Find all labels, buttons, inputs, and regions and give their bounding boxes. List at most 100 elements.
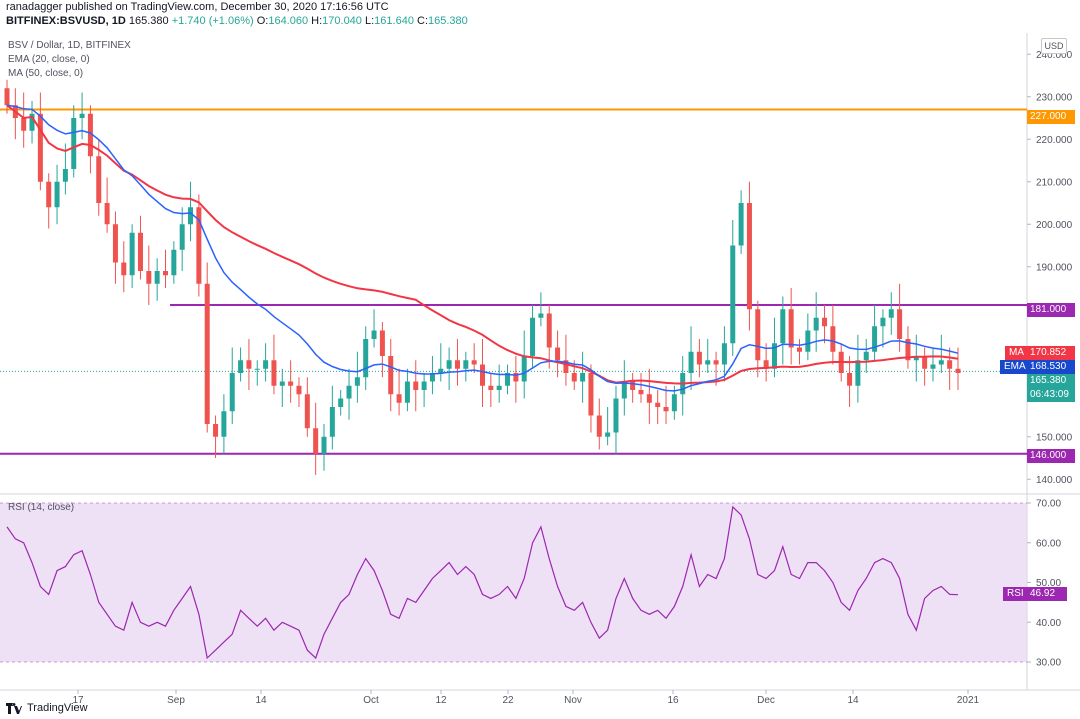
currency-button[interactable]: USD [1041,38,1067,54]
candle-body [571,373,577,382]
candle-body [922,356,928,369]
candle-body [429,373,435,382]
candle-body [354,377,360,386]
price-tick-label: 140.000 [1036,475,1073,486]
rsi-tag-label: RSI [1003,587,1028,601]
price-tick-label: 240.000 [1036,50,1073,61]
candle-body [71,118,77,169]
high-label: H: [311,15,323,27]
candle-body [488,385,494,390]
candle-body [555,347,561,361]
candle-body [705,360,711,365]
candle-body [646,394,652,403]
candle-body [163,271,168,276]
candle-body [513,373,519,382]
rsi-tick-label: 30.00 [1036,658,1061,669]
price-tick-label: 190.000 [1036,262,1073,273]
time-tick-label: 12 [435,695,447,706]
candle-body [521,356,527,382]
candle-body [413,381,419,390]
candle-body [605,432,611,437]
rsi-band [0,503,1027,662]
candle-body [171,249,177,276]
candle-body [146,271,152,284]
candle-body [404,381,410,403]
candle-body [371,330,377,339]
candle-body [96,156,102,203]
time-tick-label: Sep [167,695,185,706]
candle-body [421,381,427,390]
candle-body [947,360,953,369]
low-value: 161.640 [374,15,414,27]
candle-body [346,385,352,399]
candle-body [530,317,536,356]
candle-body [638,390,644,395]
candle-body [746,203,752,310]
candle-body [730,245,736,344]
candle-body [87,113,93,157]
symbol-label[interactable]: BITFINEX:BSVUSD, 1D [6,15,126,27]
candle-body [37,113,43,182]
candle-body [580,373,586,382]
candle-body [29,113,35,131]
rsi-tick-label: 60.00 [1036,538,1061,549]
price-tick-label: 220.000 [1036,135,1073,146]
candle-body [379,330,385,356]
candle-body [121,262,127,276]
candle-body [913,356,919,361]
candle-body [788,309,794,348]
close-label: C: [417,15,428,27]
candle-body [930,364,936,369]
rsi-tick-label: 70.00 [1036,499,1061,510]
brand-label: TradingView [27,702,88,714]
countdown-tag: 06:43:09 [1027,388,1075,402]
high-value: 170.040 [322,15,362,27]
chart-title-legend[interactable]: BSV / Dollar, 1D, BITFINEX [8,40,131,51]
candle-body [738,203,744,246]
chart-header: ranadagger published on TradingView.com,… [0,0,1080,30]
candle-body [480,364,485,386]
candle-body [296,385,302,395]
rsi-line [6,505,959,660]
candle-body [454,360,460,369]
candle-body [229,373,235,412]
close-value: 165.380 [428,15,468,27]
candle-body [538,313,544,318]
candle-body [755,309,761,361]
candle-body [238,360,244,373]
ema-legend[interactable]: EMA (20, close, 0) [8,54,90,65]
rsi-tick-label: 40.00 [1036,618,1061,629]
ma-legend[interactable]: MA (50, close, 0) [8,68,84,79]
candle-body [880,317,886,327]
candle-body [688,351,694,373]
candle-body [79,113,85,118]
rsi-legend[interactable]: RSI (14, close) [8,502,75,513]
time-tick-label: 22 [502,695,514,706]
candle-body [254,368,260,370]
candle-body [446,360,452,369]
candle-body [546,313,552,348]
tradingview-footer[interactable]: TradingView [6,702,88,714]
candle-body [630,381,636,390]
candle-body [655,402,661,407]
candle-body [304,394,310,429]
candle-body [955,368,961,373]
candle-body [897,309,903,339]
candle-body [112,224,118,263]
level-tag-146: 146.000 [1027,449,1075,463]
candle-body [613,398,619,433]
ema-price-tag: 168.530 [1027,360,1075,374]
rsi-value-tag: 46.92 [1027,587,1067,601]
candle-body [104,203,110,225]
time-tick-label: 17 [72,695,84,706]
candle-body [396,394,402,403]
candle-body [588,373,594,416]
candle-body [179,224,185,250]
time-tick-label: Nov [564,695,582,706]
candle-body [621,381,627,399]
candle-body [771,343,777,369]
candle-body [563,360,569,373]
time-tick-label: Dec [757,695,775,706]
candle-body [596,415,602,437]
